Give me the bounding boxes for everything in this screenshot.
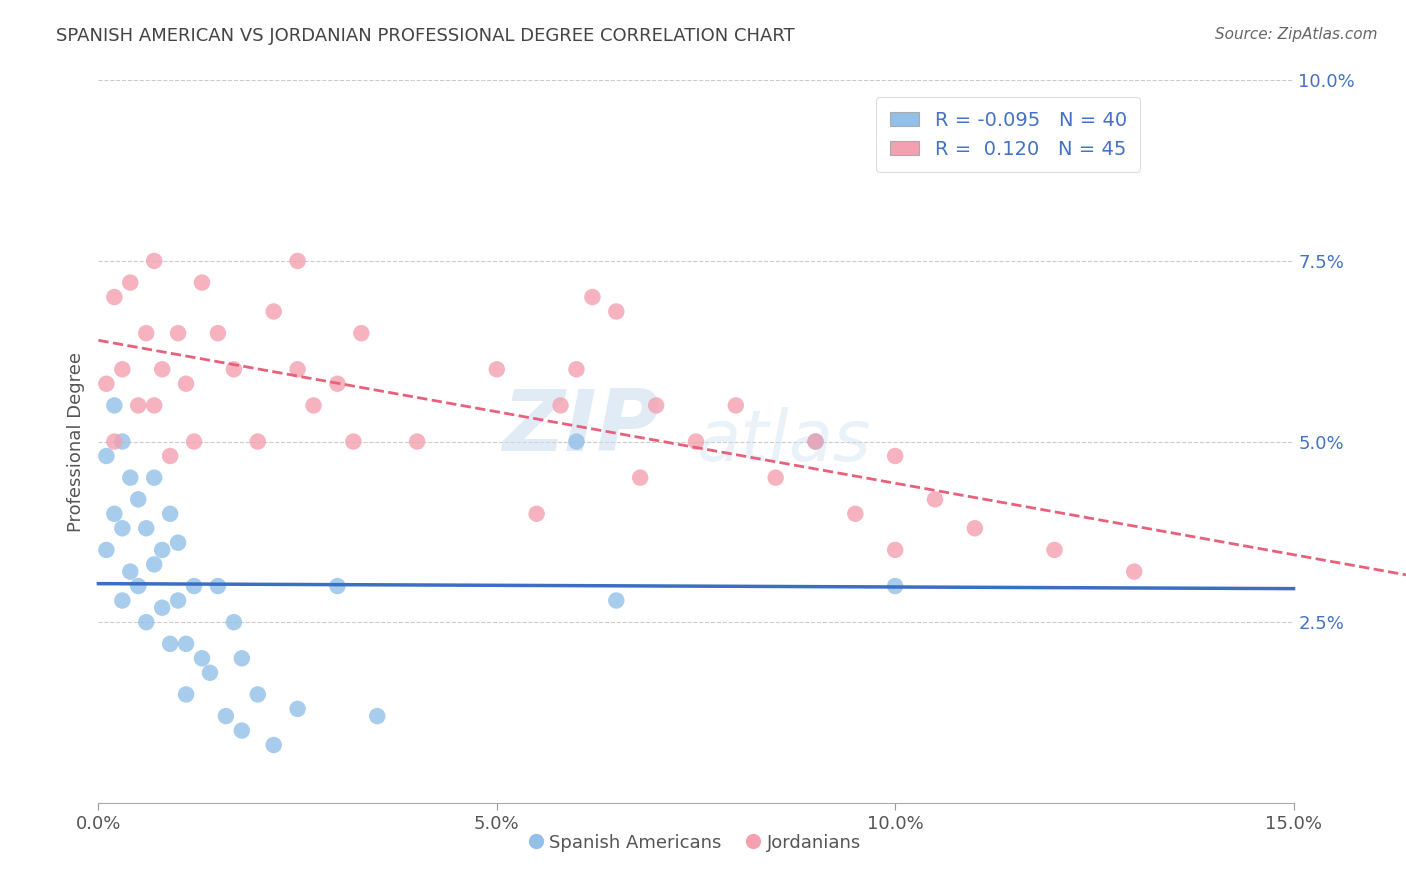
Point <box>685 434 707 449</box>
Point <box>263 738 285 752</box>
Point <box>159 449 181 463</box>
Point <box>884 542 907 557</box>
Point <box>565 434 588 449</box>
Point <box>287 254 309 268</box>
Point <box>326 579 349 593</box>
Point <box>628 471 651 485</box>
Point <box>135 326 157 340</box>
Point <box>103 434 125 449</box>
Point <box>103 398 125 412</box>
Point <box>111 362 134 376</box>
Point <box>645 398 668 412</box>
Point <box>765 471 787 485</box>
Point <box>111 521 134 535</box>
Point <box>96 449 118 463</box>
Point <box>198 665 221 680</box>
Point <box>804 434 827 449</box>
Point <box>550 398 572 412</box>
Y-axis label: Professional Degree: Professional Degree <box>66 351 84 532</box>
Text: Source: ZipAtlas.com: Source: ZipAtlas.com <box>1215 27 1378 42</box>
Point <box>150 542 173 557</box>
Legend: Spanish Americans, Jordanians: Spanish Americans, Jordanians <box>524 826 868 859</box>
Point <box>150 600 173 615</box>
Point <box>231 651 253 665</box>
Point <box>884 579 907 593</box>
Point <box>120 565 142 579</box>
Point <box>111 593 134 607</box>
Point <box>120 276 142 290</box>
Point <box>215 709 238 723</box>
Point <box>302 398 325 412</box>
Point <box>143 254 166 268</box>
Point <box>135 521 157 535</box>
Point <box>844 507 866 521</box>
Point <box>485 362 508 376</box>
Point <box>127 398 149 412</box>
Point <box>581 290 603 304</box>
Point <box>366 709 388 723</box>
Point <box>159 637 181 651</box>
Point <box>342 434 364 449</box>
Point <box>1123 565 1146 579</box>
Point <box>1043 542 1066 557</box>
Point <box>143 471 166 485</box>
Point <box>406 434 429 449</box>
Point <box>605 593 627 607</box>
Point <box>174 376 197 391</box>
Text: atlas: atlas <box>696 407 870 476</box>
Point <box>231 723 253 738</box>
Point <box>605 304 627 318</box>
Point <box>120 471 142 485</box>
Point <box>207 579 229 593</box>
Point <box>167 326 190 340</box>
Point <box>884 449 907 463</box>
Point <box>804 434 827 449</box>
Point <box>246 434 269 449</box>
Point <box>287 702 309 716</box>
Point <box>103 290 125 304</box>
Point <box>167 593 190 607</box>
Point <box>174 637 197 651</box>
Point <box>350 326 373 340</box>
Point <box>183 434 205 449</box>
Point <box>150 362 173 376</box>
Text: ZIP: ZIP <box>502 385 661 468</box>
Point <box>135 615 157 630</box>
Point <box>246 687 269 701</box>
Point <box>191 651 214 665</box>
Point <box>159 507 181 521</box>
Point <box>127 492 149 507</box>
Point <box>127 579 149 593</box>
Point <box>174 687 197 701</box>
Point <box>143 558 166 572</box>
Point <box>526 507 548 521</box>
Point <box>207 326 229 340</box>
Point <box>191 276 214 290</box>
Point <box>326 376 349 391</box>
Point <box>724 398 747 412</box>
Point <box>263 304 285 318</box>
Point <box>287 362 309 376</box>
Point <box>963 521 986 535</box>
Point <box>96 376 118 391</box>
Text: SPANISH AMERICAN VS JORDANIAN PROFESSIONAL DEGREE CORRELATION CHART: SPANISH AMERICAN VS JORDANIAN PROFESSION… <box>56 27 794 45</box>
Point <box>143 398 166 412</box>
Point <box>183 579 205 593</box>
Point <box>96 542 118 557</box>
Point <box>103 507 125 521</box>
Point <box>565 362 588 376</box>
Point <box>111 434 134 449</box>
Point <box>167 535 190 549</box>
Point <box>924 492 946 507</box>
Point <box>222 615 245 630</box>
Point <box>222 362 245 376</box>
